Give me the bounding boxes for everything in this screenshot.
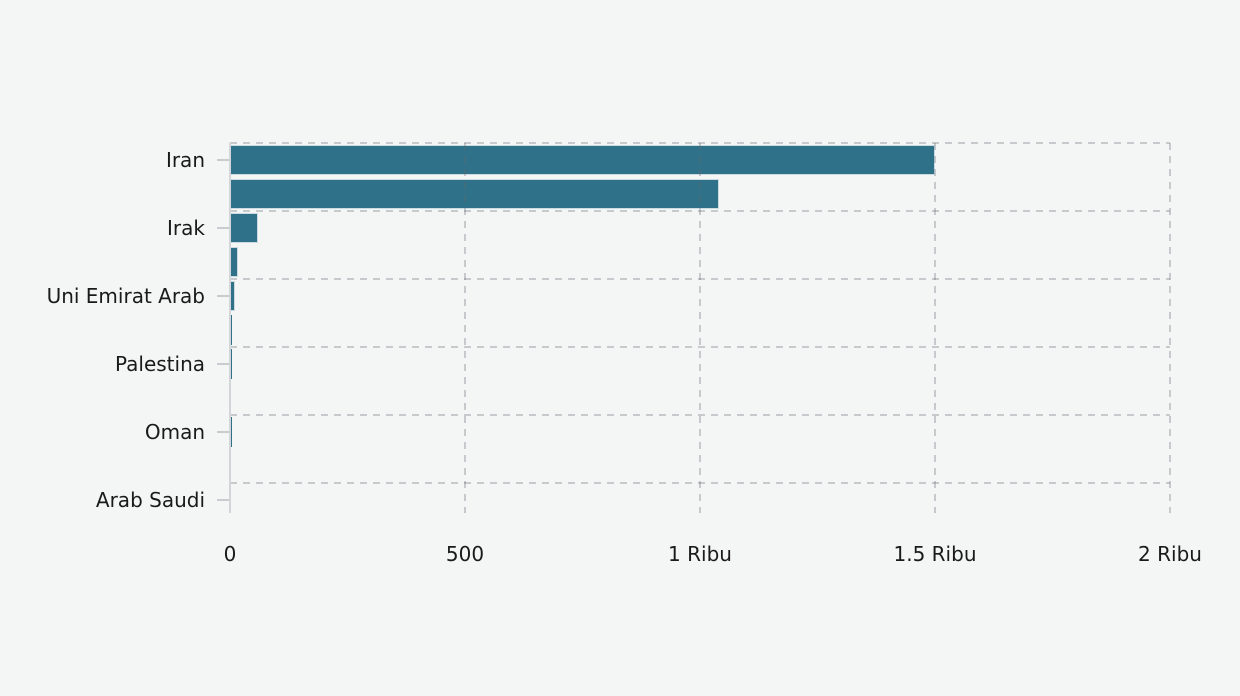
horizontal-gridline bbox=[230, 414, 1170, 416]
y-tick bbox=[217, 499, 229, 501]
horizontal-gridline bbox=[230, 346, 1170, 348]
y-axis-label: Arab Saudi bbox=[95, 488, 205, 512]
bar[interactable] bbox=[230, 213, 259, 243]
y-axis-label: Iran bbox=[165, 148, 205, 172]
x-axis-label: 0 bbox=[223, 542, 237, 566]
bar[interactable] bbox=[230, 145, 935, 175]
bar[interactable] bbox=[230, 349, 233, 379]
horizontal-gridline bbox=[230, 142, 1170, 144]
bar[interactable] bbox=[230, 315, 233, 345]
y-tick bbox=[217, 159, 229, 161]
y-axis-label: Oman bbox=[144, 420, 205, 444]
y-axis-label: Irak bbox=[167, 216, 205, 240]
y-axis-label: Palestina bbox=[114, 352, 205, 376]
y-tick bbox=[217, 295, 229, 297]
y-tick bbox=[217, 363, 229, 365]
x-axis-label: 1 Ribu bbox=[668, 542, 732, 566]
vertical-gridline bbox=[934, 143, 936, 513]
horizontal-gridline bbox=[230, 210, 1170, 212]
x-axis-label: 2 Ribu bbox=[1138, 542, 1202, 566]
horizontal-gridline bbox=[230, 482, 1170, 484]
bar[interactable] bbox=[230, 179, 719, 209]
y-tick bbox=[217, 227, 229, 229]
x-axis-label: 1.5 Ribu bbox=[893, 542, 977, 566]
y-axis-line bbox=[229, 143, 231, 513]
y-tick bbox=[217, 431, 229, 433]
bar[interactable] bbox=[230, 247, 239, 277]
x-axis-label: 500 bbox=[445, 542, 485, 566]
vertical-gridline bbox=[1169, 143, 1171, 513]
y-axis-label: Uni Emirat Arab bbox=[46, 284, 205, 308]
horizontal-gridline bbox=[230, 278, 1170, 280]
